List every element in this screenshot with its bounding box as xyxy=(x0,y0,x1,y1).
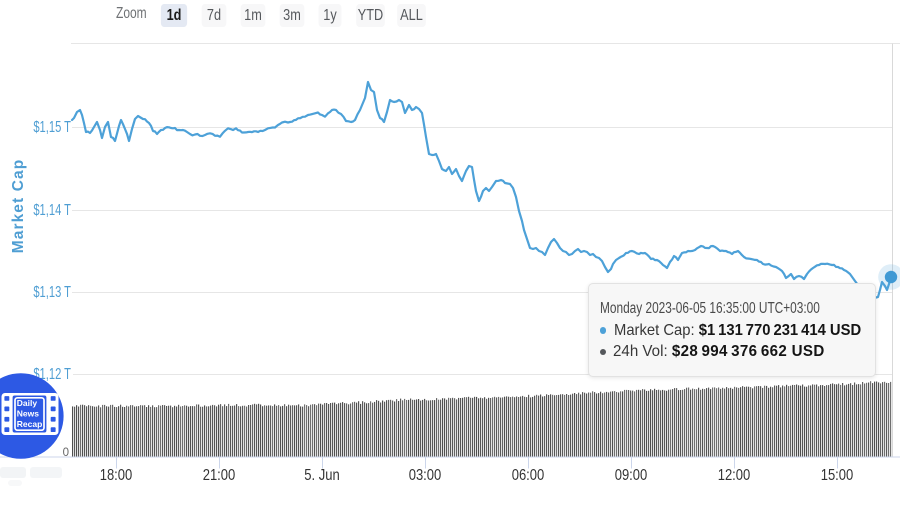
svg-text:Daily: Daily xyxy=(17,398,38,408)
svg-text:News: News xyxy=(17,409,39,419)
svg-text:Recap: Recap xyxy=(17,419,43,429)
